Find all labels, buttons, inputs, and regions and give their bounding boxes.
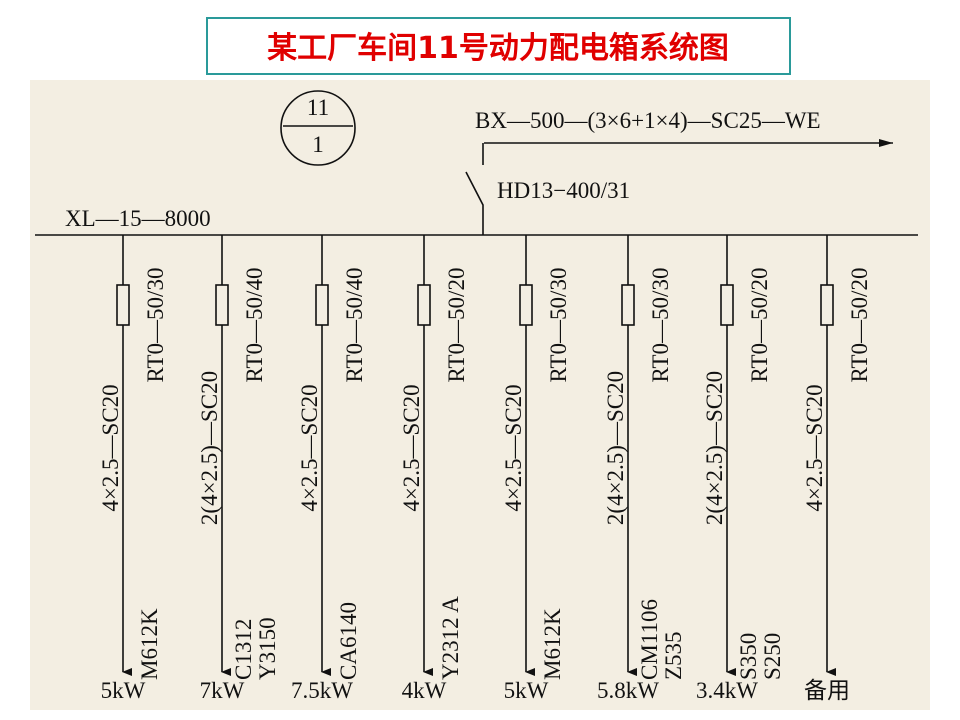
circle-bottom: 1 [312, 132, 324, 157]
fuse-label: RT0—50/40 [342, 268, 367, 383]
power-label: 7.5kW [291, 678, 353, 703]
switch [465, 171, 484, 235]
switch-label: HD13−400/31 [497, 178, 630, 203]
fuse-label: RT0—50/20 [847, 268, 872, 383]
cable-label: 2(4×2.5)—SC20 [197, 371, 222, 525]
fuse-label: RT0—50/20 [747, 268, 772, 383]
circle-top: 11 [307, 95, 329, 120]
feeders: RT0—50/304×2.5—SC20M612K5kWRT0—50/402(4×… [98, 235, 872, 703]
incoming-cable: BX—500—(3×6+1×4)—SC25—WE [475, 108, 821, 133]
bus-label: XL—15—8000 [65, 206, 211, 231]
title-box [206, 17, 791, 75]
equipment-label: CM1106 [637, 599, 662, 680]
equipment-label: C1312 [231, 619, 256, 680]
power-label: 3.4kW [696, 678, 758, 703]
cable-label: 4×2.5—SC20 [98, 384, 123, 511]
fuse [315, 284, 329, 326]
paper [30, 80, 930, 710]
fuse-label: RT0—50/30 [546, 268, 571, 383]
equipment-label: CA6140 [336, 602, 361, 680]
fuse-label: RT0—50/30 [143, 268, 168, 383]
cable-label: 4×2.5—SC20 [802, 384, 827, 511]
fuse [720, 284, 734, 326]
box-circle [280, 90, 356, 166]
equipment-label: Y2312 A [438, 596, 463, 680]
fuse [215, 284, 229, 326]
equipment-label: S350 [736, 633, 761, 680]
equipment-label: M612K [540, 608, 565, 680]
cable-label: 4×2.5—SC20 [501, 384, 526, 511]
equipment-label: Z535 [661, 631, 686, 680]
power-label: 5kW [504, 678, 549, 703]
power-label: 4kW [402, 678, 447, 703]
fuse [820, 284, 834, 326]
fuse [519, 284, 533, 326]
title: 某工厂车间11号动力配电箱系统图 [267, 31, 729, 66]
power-label: 5.8kW [597, 678, 659, 703]
equipment-label: M612K [137, 608, 162, 680]
equipment-label: Y3150 [255, 617, 280, 680]
cable-label: 2(4×2.5)—SC20 [702, 371, 727, 525]
fuse [116, 284, 130, 326]
power-label: 7kW [200, 678, 245, 703]
fuse [621, 284, 635, 326]
cable-label: 2(4×2.5)—SC20 [603, 371, 628, 525]
fuse-label: RT0—50/20 [444, 268, 469, 383]
fuse-label: RT0—50/40 [242, 268, 267, 383]
power-label: 5kW [101, 678, 146, 703]
fuse [417, 284, 431, 326]
equipment-label: S250 [760, 633, 785, 680]
cable-label: 4×2.5—SC20 [399, 384, 424, 511]
fuse-label: RT0—50/30 [648, 268, 673, 383]
power-label: 备用 [804, 678, 850, 703]
cable-label: 4×2.5—SC20 [297, 384, 322, 511]
